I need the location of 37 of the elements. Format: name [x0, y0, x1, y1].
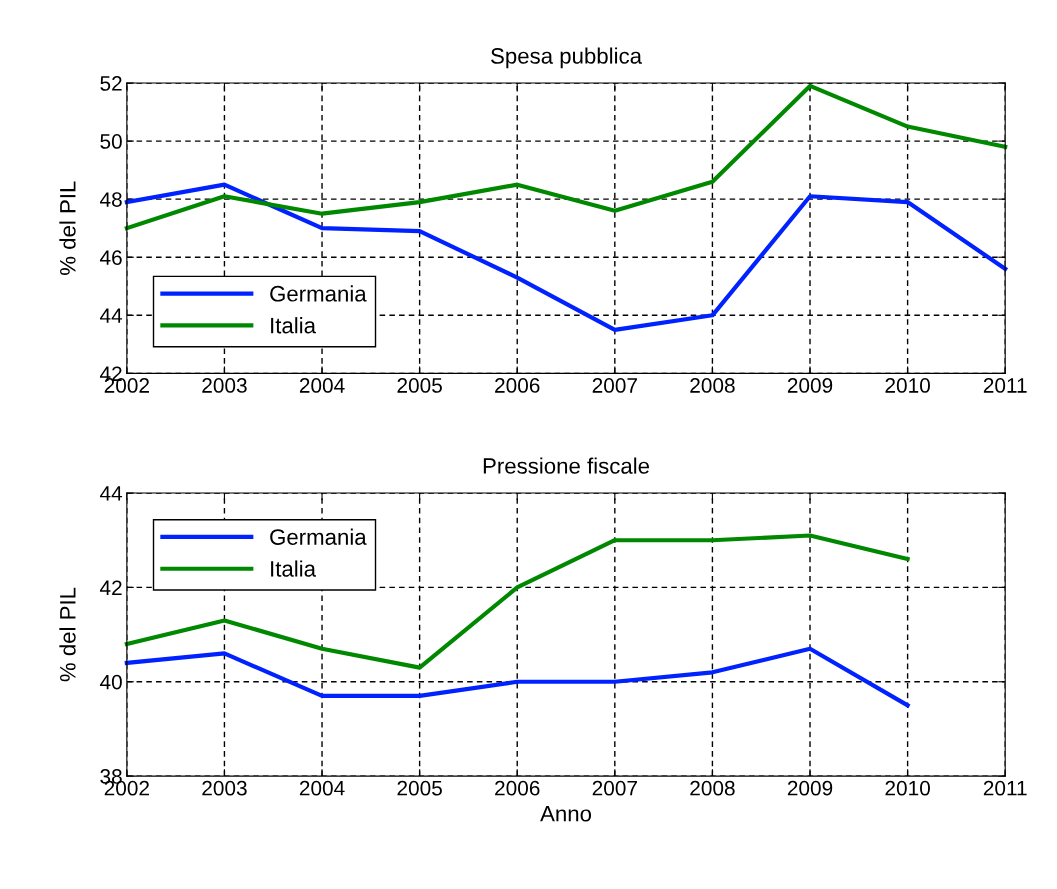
- y-tick-label: 44: [99, 308, 123, 323]
- y-axis-title: % del PIL: [59, 181, 76, 275]
- x-tick-label: 2008: [690, 378, 735, 393]
- line-series: [124, 646, 910, 708]
- y-tick-label: 46: [99, 250, 122, 265]
- x-tick-label: 2011: [983, 378, 1027, 393]
- x-tick-label: 2004: [299, 780, 345, 796]
- chart-title: Spesa pubblica: [491, 47, 643, 69]
- x-tick-label: 2005: [397, 378, 442, 393]
- x-tick-label: 2009: [787, 780, 833, 796]
- y-tick-label: 40: [99, 674, 122, 690]
- x-tick-label: 2003: [202, 780, 247, 796]
- y-tick-label: 50: [100, 134, 122, 149]
- legend-label: Italia: [271, 560, 316, 577]
- x-tick-label: 2006: [495, 378, 540, 393]
- legend-label: Italia: [271, 317, 316, 334]
- line-series: [124, 182, 1008, 332]
- y-tick-label: 48: [99, 192, 122, 207]
- y-axis-title: % del PIL: [59, 587, 76, 682]
- x-tick-label: 2005: [397, 780, 442, 796]
- chart-title: Pressione fiscale: [483, 457, 650, 474]
- legend-label: Germania: [270, 528, 367, 545]
- x-tick-label: 2006: [495, 780, 540, 796]
- x-tick-label: 2011: [983, 780, 1027, 796]
- x-tick-label: 2003: [202, 378, 247, 393]
- x-tick-label: 2007: [592, 780, 637, 796]
- x-tick-label: 2010: [885, 780, 930, 796]
- x-tick-label: 2004: [299, 378, 345, 393]
- x-tick-label: 2007: [592, 378, 637, 393]
- x-tick-label: 2010: [885, 378, 930, 393]
- legend-label: Germania: [270, 285, 367, 302]
- y-tick-label: 44: [99, 486, 123, 501]
- y-tick-label: 42: [99, 580, 122, 595]
- x-axis-title: Anno: [540, 806, 592, 822]
- x-tick-label: 2008: [690, 780, 735, 796]
- x-tick-label: 2009: [787, 378, 833, 393]
- y-tick-label: 52: [100, 76, 122, 91]
